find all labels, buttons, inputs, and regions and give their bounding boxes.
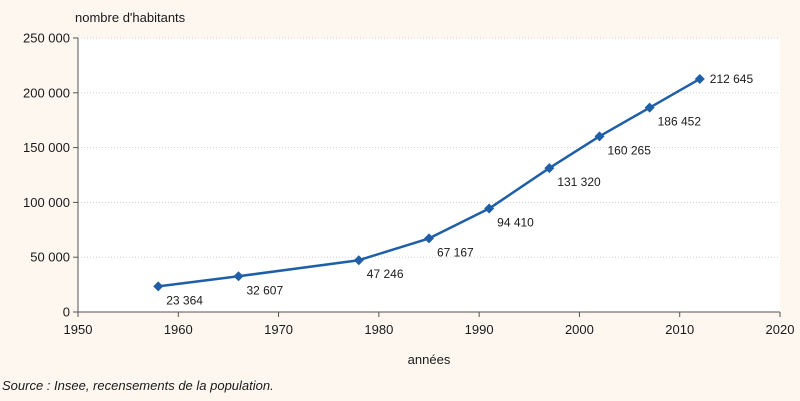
y-tick-label: 0: [63, 305, 70, 320]
plot-area: [78, 38, 780, 312]
data-label: 23 364: [166, 293, 203, 307]
data-label: 67 167: [437, 245, 474, 259]
y-tick-label: 250 000: [23, 31, 70, 46]
data-point-marker: [233, 271, 244, 282]
data-label: 186 452: [658, 115, 702, 129]
data-point-marker: [544, 163, 555, 174]
x-tick-label: 1990: [465, 322, 494, 337]
data-point-marker: [353, 255, 364, 266]
x-tick-label: 2010: [665, 322, 694, 337]
data-label: 212 645: [710, 72, 754, 86]
data-point-marker: [153, 281, 164, 292]
source-note: Source : Insee, recensements de la popul…: [2, 378, 274, 393]
data-label: 47 246: [367, 267, 404, 281]
x-tick-label: 2000: [565, 322, 594, 337]
x-tick-label: 1980: [364, 322, 393, 337]
data-point-marker: [484, 203, 495, 214]
y-tick-label: 50 000: [30, 250, 70, 265]
data-point-marker: [694, 73, 705, 84]
y-tick-label: 200 000: [23, 85, 70, 100]
x-tick-label: 1960: [164, 322, 193, 337]
y-tick-label: 100 000: [23, 195, 70, 210]
x-axis-title: années: [408, 352, 451, 367]
y-tick-label: 150 000: [23, 140, 70, 155]
x-tick-label: 1970: [264, 322, 293, 337]
x-tick-label: 2020: [766, 322, 795, 337]
data-point-marker: [424, 233, 434, 244]
data-label: 94 410: [497, 216, 534, 230]
x-tick-label: 1950: [64, 322, 93, 337]
data-label: 32 607: [246, 283, 283, 297]
data-label: 160 265: [607, 143, 651, 157]
data-point-marker: [644, 102, 655, 113]
data-label: 131 320: [557, 175, 601, 189]
data-point-marker: [594, 131, 605, 142]
y-axis-title: nombre d'habitants: [75, 10, 186, 25]
